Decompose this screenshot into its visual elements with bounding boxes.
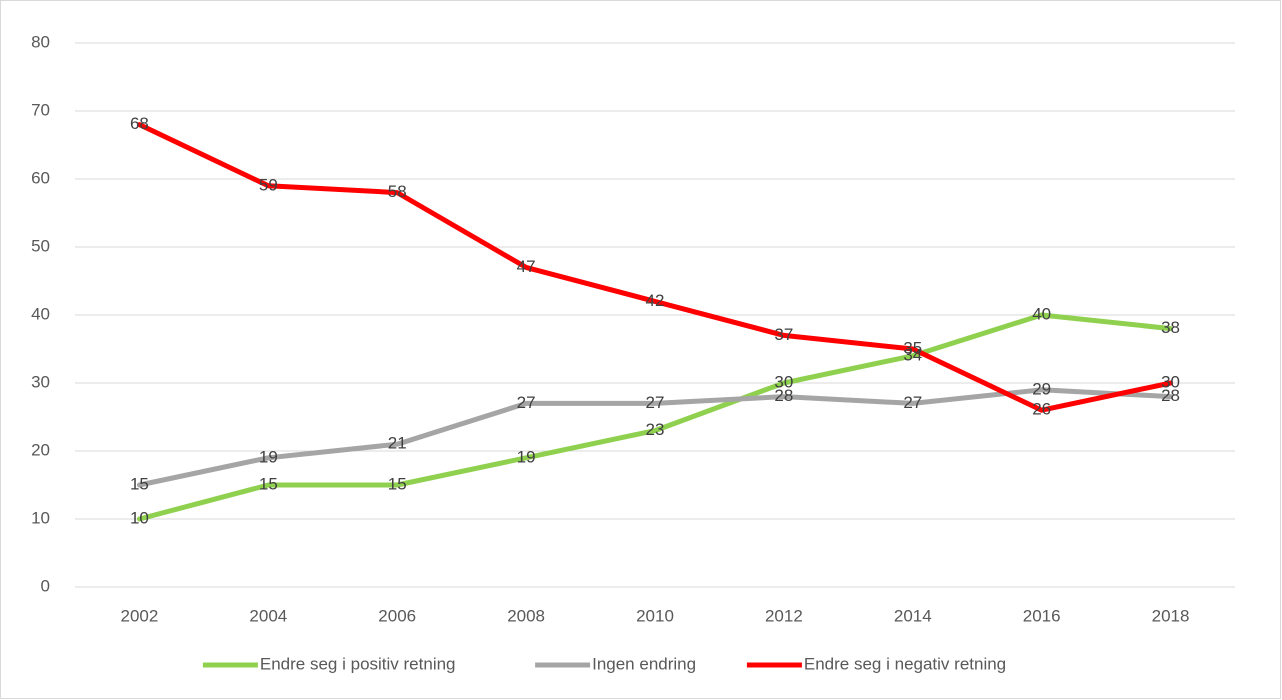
series-line: [136, 387, 1174, 488]
data-label: 58: [388, 182, 407, 201]
y-tick-label: 70: [31, 100, 50, 119]
data-label: 68: [130, 114, 149, 133]
data-label: 42: [646, 291, 665, 310]
data-label: 15: [130, 474, 149, 493]
x-tick-label: 2016: [1023, 606, 1061, 625]
data-label: 15: [388, 474, 407, 493]
data-label: 26: [1032, 400, 1051, 419]
series-line: [136, 312, 1174, 522]
y-tick-label: 50: [31, 236, 50, 255]
data-label: 28: [1161, 386, 1180, 405]
data-label: 27: [646, 393, 665, 412]
data-label: 28: [774, 386, 793, 405]
data-label: 47: [517, 257, 536, 276]
data-label: 34: [903, 345, 922, 364]
y-tick-label: 30: [31, 372, 50, 391]
legend-label: Endre seg i positiv retning: [260, 654, 456, 673]
y-tick-label: 40: [31, 304, 50, 323]
x-tick-label: 2008: [507, 606, 545, 625]
data-label: 38: [1161, 318, 1180, 337]
data-label: 29: [1032, 379, 1051, 398]
x-tick-label: 2004: [249, 606, 287, 625]
x-tick-label: 2014: [894, 606, 932, 625]
x-tick-label: 2012: [765, 606, 803, 625]
y-tick-label: 80: [31, 32, 50, 51]
y-tick-label: 10: [31, 508, 50, 527]
data-label: 30: [1161, 372, 1180, 391]
data-label: 21: [388, 434, 407, 453]
y-tick-label: 60: [31, 168, 50, 187]
data-label: 30: [774, 372, 793, 391]
data-label: 59: [259, 175, 278, 194]
series-line: [136, 122, 1174, 413]
data-label: 27: [517, 393, 536, 412]
x-tick-label: 2006: [378, 606, 416, 625]
data-label: 23: [646, 420, 665, 439]
y-tick-label: 0: [41, 576, 50, 595]
x-tick-label: 2010: [636, 606, 674, 625]
data-label: 40: [1032, 304, 1051, 323]
x-tick-label: 2002: [121, 606, 159, 625]
data-label: 27: [903, 393, 922, 412]
x-tick-label: 2018: [1152, 606, 1190, 625]
legend-label: Endre seg i negativ retning: [804, 654, 1006, 673]
data-label: 37: [774, 325, 793, 344]
data-label: 10: [130, 508, 149, 527]
legend-label: Ingen endring: [592, 654, 696, 673]
data-label: 35: [903, 338, 922, 357]
data-label: 15: [259, 474, 278, 493]
y-tick-label: 20: [31, 440, 50, 459]
data-label: 19: [259, 447, 278, 466]
data-label: 19: [517, 447, 536, 466]
